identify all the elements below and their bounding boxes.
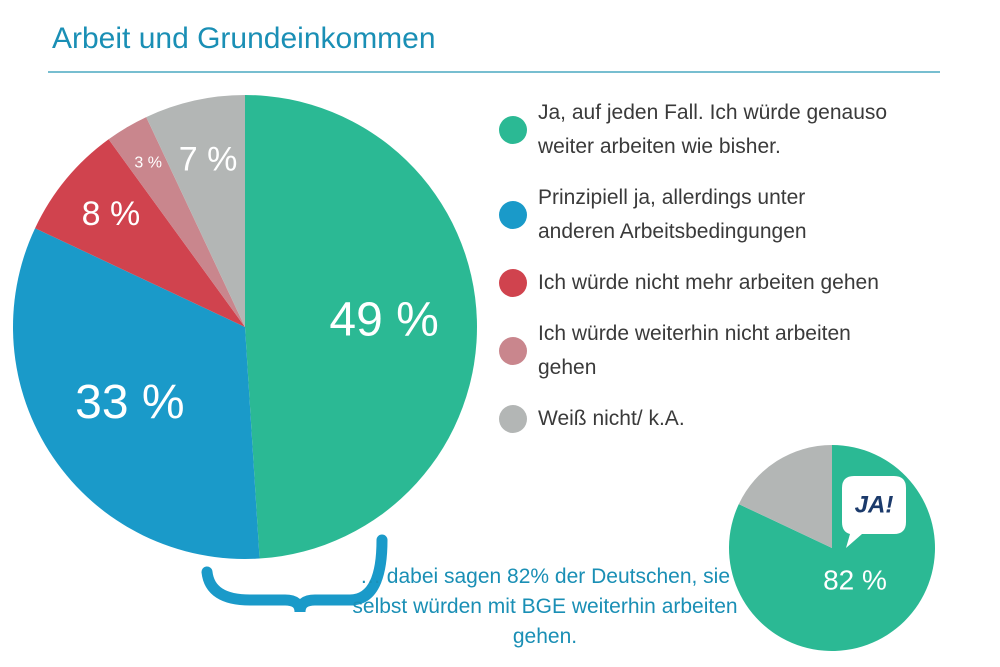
pie-slice [108,117,245,327]
legend-swatch [499,201,527,229]
slice-label: 8 % [82,195,141,233]
legend-swatch [499,269,527,297]
chart-title: Arbeit und Grundeinkommen [52,22,436,55]
legend-item: Ja, auf jeden Fall. Ich würde genauso we… [498,96,888,164]
slice-label: 49 % [329,293,438,346]
legend-label: Prinzipiell ja, allerdings unter anderen… [538,186,807,243]
legend-label: Ja, auf jeden Fall. Ich würde genauso we… [538,101,888,158]
pie-slice [245,95,477,559]
pie-slice [35,139,245,327]
slice-label: 33 % [75,376,184,429]
pie-slice [12,228,260,559]
legend-label: Ich würde weiterhin nicht arbeiten gehen [538,322,851,379]
legend-item: Ich würde nicht mehr arbeiten gehen [498,266,978,300]
speech-bubble [842,476,906,548]
pie-slice [738,445,832,548]
legend-item: Ich würde weiterhin nicht arbeiten gehen [498,317,888,385]
callout: JA! [855,491,894,518]
legend-swatch [499,116,527,144]
pie-slice [146,95,245,327]
legend-swatch [499,405,527,433]
legend-item: Prinzipiell ja, allerdings unter anderen… [498,181,888,249]
slice-label: 7 % [179,141,238,179]
slice-label: 3 % [134,154,162,171]
legend: Ja, auf jeden Fall. Ich würde genauso we… [498,96,938,453]
legend-swatch [499,337,527,365]
brace [201,534,388,613]
legend-label: Ich würde nicht mehr arbeiten gehen [538,271,879,294]
legend-label: Weiß nicht/ k.A. [538,407,685,430]
annotation: … dabei sagen 82% der Deutschen, sie sel… [352,565,738,648]
slice-label: 82 % [823,564,887,595]
legend-item: Weiß nicht/ k.A. [498,402,888,436]
